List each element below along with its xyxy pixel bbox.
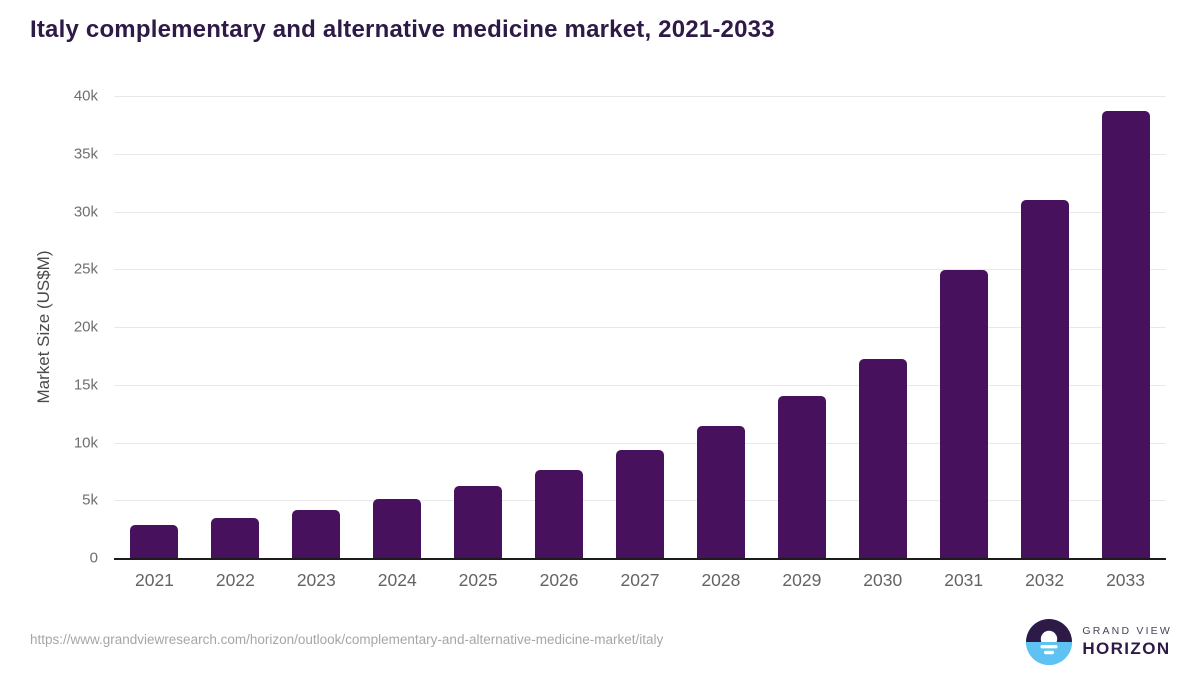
x-tick-label-2026: 2026 [539,570,579,590]
y-tick-label: 25k [73,260,98,278]
bar-2031[interactable] [939,270,988,558]
y-tick-label: 0 [89,549,98,567]
x-tick-label-2030: 2030 [863,570,903,590]
bar-2022[interactable] [211,517,260,558]
x-tick-label-2033: 2033 [1106,570,1145,590]
brand-text: GRAND VIEW HORIZON [1082,625,1172,659]
horizon-logo-icon [1026,619,1073,665]
brand-company-name: GRAND VIEW [1082,625,1172,637]
y-axis-title: Market Size (US$M) [34,250,53,404]
x-tick-label-2022: 2022 [215,570,255,590]
brand-logo: GRAND VIEW HORIZON [1026,619,1172,665]
bar-2030[interactable] [858,358,907,558]
bar-2026[interactable] [535,470,584,558]
page-title: Italy complementary and alternative medi… [30,16,775,43]
x-tick-label-2029: 2029 [782,570,822,590]
bar-2021[interactable] [130,524,179,558]
gridline [114,442,1166,444]
gridline [114,384,1166,386]
x-tick-label-2021: 2021 [134,570,174,590]
gridline [114,96,1166,97]
bar-2032[interactable] [1020,199,1069,558]
y-tick-label: 10k [73,434,98,451]
bar-2028[interactable] [696,426,745,558]
source-url: https://www.grandviewresearch.com/horizo… [30,632,664,647]
gridline [114,327,1166,328]
y-tick-label: 40k [73,87,98,105]
gridline [114,211,1166,213]
bar-2033[interactable] [1101,111,1150,558]
y-tick-label: 30k [73,203,98,220]
gridline [114,269,1166,271]
x-tick-label-2031: 2031 [944,570,984,590]
bar-2027[interactable] [616,450,664,558]
y-tick-label: 35k [73,145,98,163]
plot-area: 0 5k 10k 15k 20k 25k 30k 35k 40k 2021 2022 2023 2024… [74,88,1166,590]
gridline [114,153,1166,155]
y-tick-label: 5k [82,491,98,509]
x-tick-label-2027: 2027 [620,570,660,590]
x-tick-label-2023: 2023 [296,570,336,590]
x-tick-label-2025: 2025 [458,570,498,590]
bar-2023[interactable] [292,509,341,558]
x-tick-label-2024: 2024 [377,570,417,590]
bar-2024[interactable] [373,498,422,558]
x-tick-label-2028: 2028 [701,570,741,590]
x-tick-label-2032: 2032 [1025,570,1065,590]
bar-2025[interactable] [454,485,503,558]
y-tick-label: 20k [73,318,98,336]
brand-product-name: HORIZON [1082,639,1171,658]
y-tick-label: 15k [73,376,98,394]
bar-2029[interactable] [777,395,826,558]
